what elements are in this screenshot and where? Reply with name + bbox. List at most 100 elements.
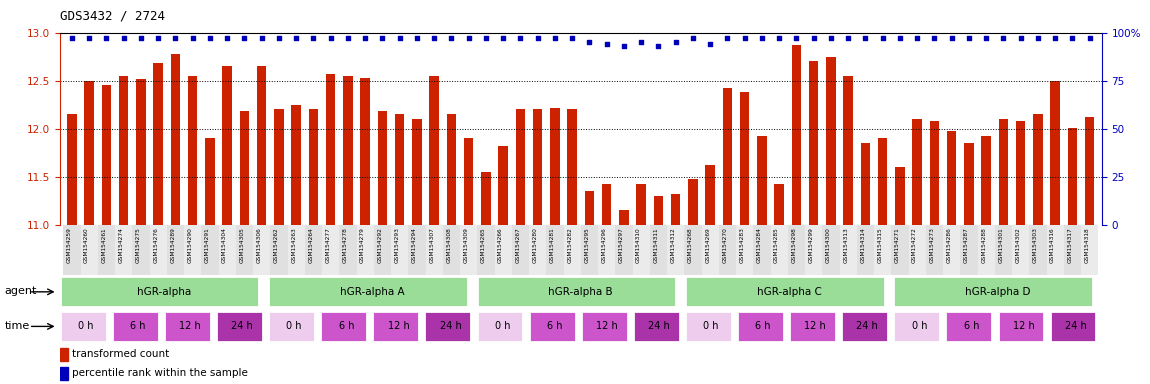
Point: [908, 35, 927, 41]
Bar: [964, 143, 974, 225]
Bar: [598, 225, 615, 275]
Point: [81, 35, 98, 41]
Text: GSM154290: GSM154290: [187, 227, 193, 263]
Bar: [632, 311, 680, 342]
Text: 0 h: 0 h: [78, 321, 93, 331]
Point: [1046, 35, 1065, 41]
Text: GSM154297: GSM154297: [619, 227, 623, 263]
Text: GSM154282: GSM154282: [567, 227, 573, 263]
Bar: [98, 225, 115, 275]
Bar: [377, 111, 388, 225]
Bar: [325, 74, 336, 225]
Text: GSM154286: GSM154286: [946, 227, 952, 263]
Bar: [426, 225, 443, 275]
Text: GSM154268: GSM154268: [688, 227, 692, 263]
Text: GSM154261: GSM154261: [101, 227, 106, 263]
Bar: [268, 276, 468, 307]
Point: [891, 35, 910, 41]
Text: 0 h: 0 h: [912, 321, 927, 331]
Bar: [268, 311, 315, 342]
Bar: [684, 225, 702, 275]
Text: GSM154303: GSM154303: [1033, 227, 1038, 263]
Bar: [926, 225, 943, 275]
Bar: [343, 76, 353, 225]
Point: [926, 35, 944, 41]
Text: GSM154306: GSM154306: [256, 227, 262, 263]
Text: GSM154308: GSM154308: [446, 227, 451, 263]
Text: GSM154311: GSM154311: [653, 227, 658, 263]
Bar: [288, 225, 305, 275]
Point: [184, 35, 202, 41]
Text: GSM154299: GSM154299: [808, 227, 814, 263]
Bar: [360, 78, 370, 225]
Bar: [356, 225, 374, 275]
Bar: [391, 225, 408, 275]
Text: GSM154300: GSM154300: [826, 227, 830, 263]
Point: [322, 35, 340, 41]
Text: percentile rank within the sample: percentile rank within the sample: [72, 368, 248, 379]
Bar: [118, 76, 129, 225]
Bar: [63, 225, 80, 275]
Bar: [826, 57, 836, 225]
Bar: [443, 225, 460, 275]
Text: GSM154289: GSM154289: [170, 227, 175, 263]
Text: GSM154313: GSM154313: [843, 227, 849, 263]
Bar: [997, 311, 1044, 342]
Text: GSM154305: GSM154305: [239, 227, 244, 263]
Text: GSM154260: GSM154260: [84, 227, 90, 263]
Point: [805, 35, 823, 41]
Text: GSM154270: GSM154270: [722, 227, 728, 263]
Bar: [978, 225, 995, 275]
Bar: [1064, 225, 1081, 275]
Bar: [184, 225, 201, 275]
Bar: [115, 225, 132, 275]
Bar: [322, 225, 339, 275]
Text: GSM154272: GSM154272: [912, 227, 918, 263]
Bar: [550, 108, 560, 225]
Text: GSM154293: GSM154293: [394, 227, 400, 263]
Text: GSM154273: GSM154273: [929, 227, 934, 263]
Bar: [877, 138, 888, 225]
Text: transformed count: transformed count: [72, 349, 170, 359]
Text: hGR-alpha B: hGR-alpha B: [549, 287, 613, 297]
Text: GSM154310: GSM154310: [636, 227, 642, 263]
Bar: [840, 225, 857, 275]
Bar: [1012, 225, 1029, 275]
Bar: [529, 311, 575, 342]
Text: GSM154264: GSM154264: [308, 227, 313, 263]
Bar: [256, 66, 267, 225]
Bar: [84, 81, 94, 225]
Bar: [891, 225, 908, 275]
Bar: [112, 311, 159, 342]
Text: GSM154287: GSM154287: [964, 227, 968, 263]
Text: GSM154304: GSM154304: [222, 227, 228, 263]
Bar: [946, 131, 957, 225]
Point: [374, 35, 392, 41]
Text: GSM154263: GSM154263: [291, 227, 297, 263]
Bar: [805, 225, 822, 275]
Text: 24 h: 24 h: [231, 321, 253, 331]
Point: [1012, 35, 1030, 41]
Bar: [274, 109, 284, 225]
Bar: [842, 311, 888, 342]
Text: hGR-alpha: hGR-alpha: [137, 287, 191, 297]
Point: [822, 35, 841, 41]
Bar: [584, 191, 595, 225]
Text: 24 h: 24 h: [1065, 321, 1087, 331]
Text: GSM154302: GSM154302: [1015, 227, 1021, 263]
Text: GSM154269: GSM154269: [705, 227, 711, 263]
Bar: [373, 311, 420, 342]
Bar: [222, 66, 232, 225]
Text: GSM154279: GSM154279: [360, 227, 366, 263]
Text: 24 h: 24 h: [647, 321, 669, 331]
Bar: [688, 179, 698, 225]
Text: GSM154281: GSM154281: [550, 227, 555, 263]
Point: [288, 35, 306, 41]
Bar: [945, 311, 992, 342]
Point: [598, 41, 616, 47]
Bar: [187, 76, 198, 225]
Point: [581, 39, 599, 45]
Text: GSM154315: GSM154315: [877, 227, 883, 263]
Point: [615, 43, 634, 49]
Text: hGR-alpha C: hGR-alpha C: [757, 287, 821, 297]
